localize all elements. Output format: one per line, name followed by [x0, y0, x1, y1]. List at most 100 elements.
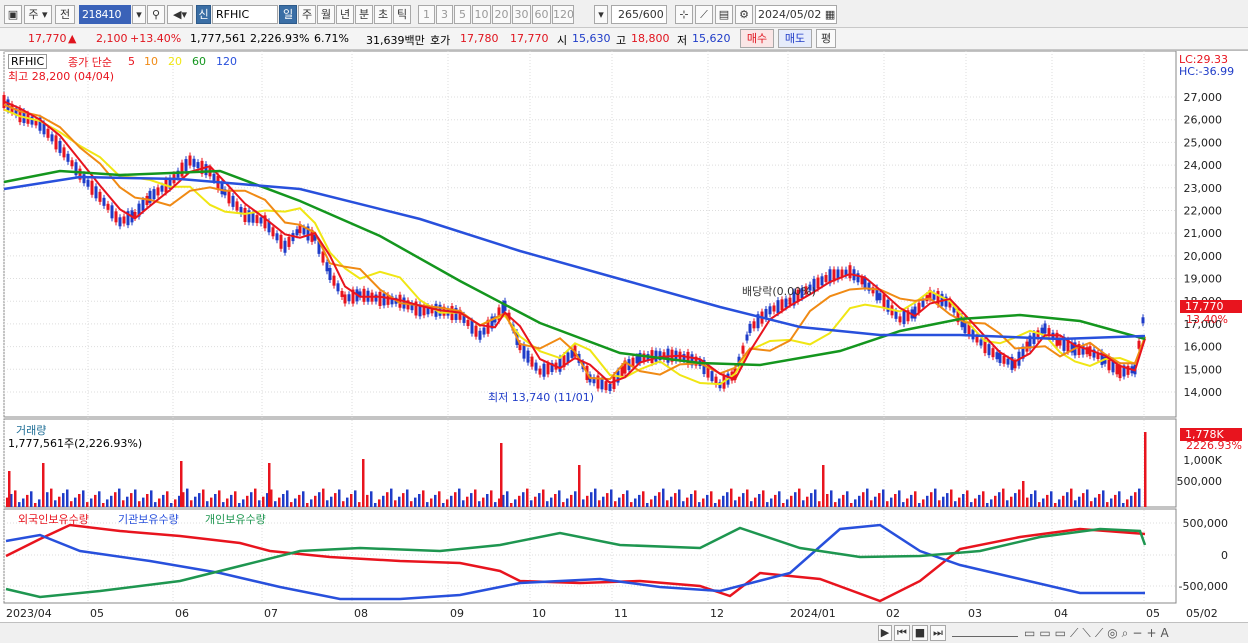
volume-bar	[742, 493, 745, 507]
volume-bar	[306, 503, 309, 507]
volume-bar	[566, 498, 569, 507]
stock-name-field[interactable]: RFHIC	[212, 5, 278, 24]
search-icon[interactable]: ⚲	[147, 5, 165, 24]
minute-60-button[interactable]: 60	[532, 5, 551, 24]
volume-bar	[454, 492, 457, 507]
dividend-label: 배당락(0.00%)	[742, 285, 816, 298]
volume-bar	[466, 496, 469, 507]
volume-bar	[638, 494, 641, 507]
tab-초[interactable]: 초	[374, 5, 392, 24]
minute-120-button[interactable]: 120	[552, 5, 574, 24]
candle-body	[374, 294, 378, 302]
candle-body	[267, 221, 271, 233]
candle-body	[317, 240, 321, 254]
candle-body	[772, 305, 776, 312]
scroll-right-icon[interactable]: ▶	[878, 625, 892, 641]
candle-body	[1010, 356, 1014, 370]
volume-bar	[518, 495, 521, 507]
volume-bar	[854, 499, 857, 507]
volume-bar	[122, 500, 125, 507]
candle-body	[321, 251, 325, 263]
count-field[interactable]: 265/600	[611, 5, 667, 24]
candle-body	[902, 311, 906, 325]
candle-body	[856, 273, 860, 283]
candle-body	[343, 294, 347, 304]
volume-bar	[450, 495, 453, 507]
save-icon[interactable]: ▤	[715, 5, 733, 24]
period-select[interactable]: 주 ▾	[24, 5, 52, 24]
minute-5-button[interactable]: 5	[454, 5, 471, 24]
layout-icon[interactable]: ▣	[4, 5, 22, 24]
candle-body	[848, 265, 852, 279]
prev-button[interactable]: 전	[55, 5, 75, 24]
sell-button[interactable]: 매도	[778, 29, 812, 48]
candle-body	[898, 316, 902, 323]
candle-body	[102, 197, 106, 206]
eval-button[interactable]: 평	[816, 29, 836, 48]
date-field[interactable]: 2024/05/02 ▦	[755, 5, 837, 24]
volume-bar	[1090, 501, 1093, 507]
zoom-slider[interactable]	[952, 629, 1018, 637]
minute-30-button[interactable]: 30	[512, 5, 531, 24]
volume-title: 거래량	[16, 424, 47, 437]
volume-bar	[142, 497, 145, 507]
volume-bar	[102, 503, 105, 507]
stop-icon[interactable]: ■	[912, 625, 928, 641]
volume-bar	[1102, 490, 1105, 507]
chart-svg[interactable]: 27,000 26,000 25,000 24,000 23,000 22,000 21,0…	[0, 50, 1248, 623]
crosshair-icon[interactable]: ⊹	[675, 5, 693, 24]
candle-body	[566, 352, 570, 363]
tool-icons[interactable]: ▭▭▭⟋⟍⟋◎⌕−+A	[1024, 626, 1173, 640]
draw-tool-icon[interactable]: ⟋	[695, 5, 713, 24]
tab-틱[interactable]: 틱	[393, 5, 411, 24]
volume-bar	[682, 501, 685, 507]
volume-bar	[674, 493, 677, 507]
forward-icon[interactable]: ⏭	[930, 625, 946, 641]
rewind-icon[interactable]: ⏮	[894, 625, 910, 641]
volume-bar	[558, 490, 561, 507]
volume-bar	[370, 491, 373, 507]
candle-body	[1111, 360, 1115, 373]
code-dropdown-icon[interactable]: ▾	[132, 5, 146, 24]
holdings-tick: -500,000	[1179, 580, 1228, 593]
tab-년[interactable]: 년	[336, 5, 354, 24]
sound-icon[interactable]: ◀▾	[167, 5, 193, 24]
turnover: 6.71%	[314, 32, 349, 45]
candle-body	[534, 362, 538, 371]
minute-1-button[interactable]: 1	[418, 5, 435, 24]
minute-20-button[interactable]: 20	[492, 5, 511, 24]
volume-bar	[310, 499, 313, 507]
chart-area[interactable]: 27,000 26,000 25,000 24,000 23,000 22,000 21,0…	[0, 50, 1248, 622]
volume-bar	[978, 494, 981, 507]
volume-bar	[746, 489, 749, 507]
volume-bar	[1066, 492, 1069, 507]
x-tick: 2024/01	[790, 607, 836, 620]
institution-legend: 기관보유수량	[118, 513, 179, 526]
tab-일[interactable]: 일	[279, 5, 297, 24]
x-tick: 04	[1054, 607, 1068, 620]
minute-3-button[interactable]: 3	[436, 5, 453, 24]
volume-bar	[1030, 494, 1033, 507]
candle-body	[133, 212, 137, 218]
tab-주[interactable]: 주	[298, 5, 316, 24]
buy-button[interactable]: 매수	[740, 29, 774, 48]
calendar-icon[interactable]: ▦	[824, 8, 836, 21]
volume-bar	[750, 501, 753, 507]
volume-spike	[500, 443, 503, 507]
individual-holdings-line	[5, 526, 1147, 599]
candle-body	[156, 187, 160, 196]
volume-bar	[694, 490, 697, 507]
minute-dropdown-icon[interactable]: ▾	[594, 5, 608, 24]
holdings-tick: 0	[1221, 549, 1228, 562]
candle-body	[410, 303, 414, 311]
volume-bar	[1026, 497, 1029, 507]
gear-icon[interactable]: ⚙	[735, 5, 753, 24]
stock-code-input[interactable]: 218410	[79, 5, 131, 24]
tab-분[interactable]: 분	[355, 5, 373, 24]
volume-bar	[146, 494, 149, 507]
tab-월[interactable]: 월	[317, 5, 335, 24]
volume-bar	[722, 495, 725, 507]
volume-value: 1,777,561주(2,226.93%)	[8, 437, 143, 450]
new-badge[interactable]: 신	[196, 5, 211, 24]
minute-10-button[interactable]: 10	[472, 5, 491, 24]
